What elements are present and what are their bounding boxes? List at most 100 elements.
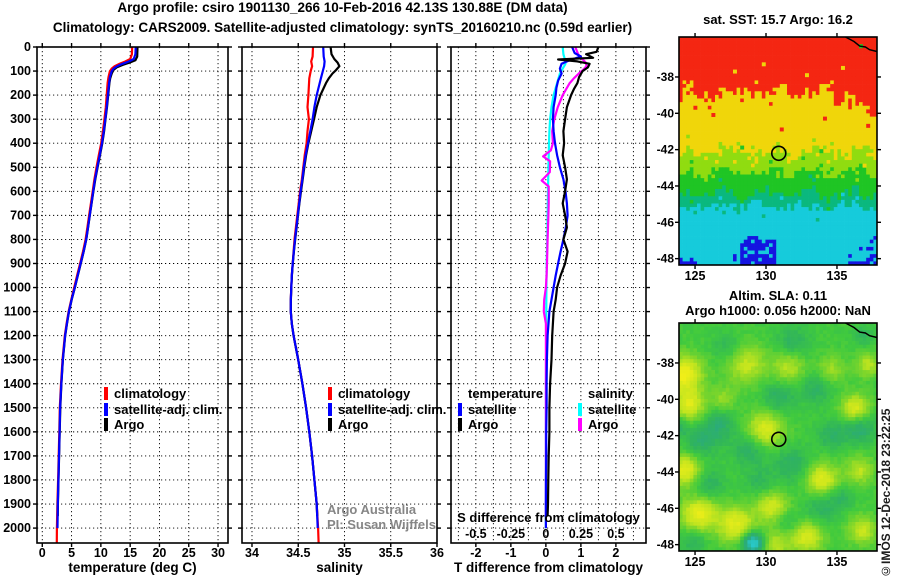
map-y-tick-label: -44 xyxy=(657,465,675,479)
depth-tick-label: 300 xyxy=(10,112,31,126)
depth-tick-label: 1400 xyxy=(3,377,31,391)
s-tick-label: -0.5 xyxy=(465,527,487,541)
depth-tick-label: 500 xyxy=(10,160,31,174)
depth-tick-label: 1100 xyxy=(4,305,31,319)
float-position-marker xyxy=(770,145,787,162)
map-x-tick-label: 135 xyxy=(827,555,848,569)
sla-map: 125 130 135 -38 -40 -42 -44 -46 -48 xyxy=(657,319,881,569)
salinity-axis-label: salinity xyxy=(316,560,363,575)
depth-tick-label: 1300 xyxy=(3,353,31,367)
x-tick-label: 1 xyxy=(577,546,584,560)
map-y-tick-label: -48 xyxy=(657,538,675,552)
sla-map-title-line2: Argo h1000: 0.056 h2000: NaN xyxy=(685,303,871,318)
depth-tick-label: 200 xyxy=(10,88,31,102)
s-tick-label: 0.5 xyxy=(607,527,624,541)
s-diff-axis-label: S difference from climatology xyxy=(457,510,640,525)
map-y-tick-label: -44 xyxy=(657,179,675,193)
legend-label: Argo xyxy=(114,417,145,433)
float-position-marker xyxy=(770,431,787,448)
tdiff-axis-label: T difference from climatology xyxy=(453,560,644,575)
legend-label: climatology xyxy=(338,386,411,402)
legend-item-climatology: climatology xyxy=(328,386,446,402)
legend-item-s-argo: Argo xyxy=(578,417,636,433)
satellite-adj-line-swatch xyxy=(104,402,108,416)
t-satellite-line-swatch xyxy=(458,402,462,416)
legend-salinity-diff: salinity satellite Argo xyxy=(578,386,636,433)
depth-tick-label: 2000 xyxy=(3,521,31,535)
program-name: Argo Australia xyxy=(327,502,417,517)
x-tick-label: 34.5 xyxy=(286,546,310,560)
legend-label: Argo xyxy=(468,417,499,433)
legend-item-climatology: climatology xyxy=(104,386,222,402)
map-y-tick-label: -46 xyxy=(657,215,675,229)
depth-tick-label: 1000 xyxy=(3,281,31,295)
x-tick-label: 35.5 xyxy=(379,546,403,560)
x-tick-label: 15 xyxy=(123,546,137,560)
map-x-tick-label: 130 xyxy=(756,269,777,283)
climatology-line-swatch xyxy=(328,387,332,401)
legend-item-s-satellite: satellite xyxy=(578,402,636,418)
map-y-tick-label: -48 xyxy=(657,252,675,266)
series-satellite-adj-clim- xyxy=(289,46,326,529)
t-argo-line-swatch xyxy=(458,418,462,432)
legend-item-satellite-adj: satellite-adj. clim. xyxy=(328,402,446,418)
argo-line-swatch xyxy=(328,418,332,432)
x-tick-label: -2 xyxy=(470,546,481,560)
depth-tick-label: 0 xyxy=(24,40,31,54)
map-y-tick-label: -42 xyxy=(657,429,675,443)
legend-item-argo: Argo xyxy=(104,417,222,433)
satellite-adj-line-swatch xyxy=(328,402,332,416)
map-x-tick-label: 125 xyxy=(685,555,706,569)
series-climatology xyxy=(55,46,134,543)
map-y-tick-label: -38 xyxy=(657,70,675,84)
figure-title-line2: Climatology: CARS2009. Satellite-adjuste… xyxy=(52,20,633,35)
s-tick-label: -0.25 xyxy=(497,527,526,541)
coastline xyxy=(845,322,878,339)
temperature-profile: 0 5 10 15 20 25 300100200300400500600700800900… xyxy=(3,40,232,560)
legend-item-t-argo: Argo xyxy=(458,417,543,433)
sst-map: 125 130 135 -38 -40 -42 -44 -46 -48 xyxy=(657,33,881,283)
legend-label: climatology xyxy=(114,386,187,402)
sst-map-title: sat. SST: 15.7 Argo: 16.2 xyxy=(703,12,853,27)
depth-tick-label: 1200 xyxy=(3,329,31,343)
legend-temperature-diff: temperature satellite Argo xyxy=(458,386,543,433)
map-y-tick-label: -38 xyxy=(657,356,675,370)
map-y-tick-label: -40 xyxy=(657,392,675,406)
legend-label: Argo xyxy=(338,417,369,433)
depth-tick-label: 600 xyxy=(10,184,31,198)
s-tick-label: 0.25 xyxy=(569,527,593,541)
depth-tick-label: 1500 xyxy=(3,401,31,415)
s-satellite-line-swatch xyxy=(578,402,582,416)
series-argo xyxy=(289,46,341,517)
x-tick-label: 36 xyxy=(430,546,444,560)
difference-panel: -2 -1 0 1 2 -0.5 -0.25 0 0.25 0.5 xyxy=(447,43,650,560)
legend-salinity-panel: climatology satellite-adj. clim. Argo xyxy=(328,386,446,433)
x-tick-label: 20 xyxy=(152,546,166,560)
pi-name: PI: Susan Wijffels xyxy=(327,517,436,532)
series-t-argo xyxy=(546,46,600,517)
map-x-tick-label: 135 xyxy=(827,269,848,283)
x-tick-label: 0 xyxy=(39,546,46,560)
series-argo xyxy=(56,46,139,517)
legend-header-temperature: temperature xyxy=(468,386,544,401)
imos-watermark: ©IMOS 12-Dec-2018 23:22:25 xyxy=(879,408,893,578)
x-tick-label: 34 xyxy=(245,546,259,560)
legend-temperature-panel: climatology satellite-adj. clim. Argo xyxy=(104,386,222,433)
temperature-axis-label: temperature (deg C) xyxy=(68,560,197,575)
legend-item-t-satellite: satellite xyxy=(458,402,543,418)
s-argo-line-swatch xyxy=(578,418,582,432)
salinity-profile: 34 34.5 35 35.5 36 xyxy=(238,43,444,560)
s-tick-label: 0 xyxy=(542,527,549,541)
map-x-tick-label: 125 xyxy=(685,269,706,283)
legend-label: satellite xyxy=(468,401,517,417)
map-y-tick-label: -42 xyxy=(657,143,675,157)
legend-label: satellite xyxy=(588,401,637,417)
depth-tick-label: 400 xyxy=(10,136,31,150)
x-tick-label: 2 xyxy=(612,546,619,560)
depth-tick-label: 800 xyxy=(10,232,31,246)
legend-label: satellite-adj. clim. xyxy=(114,401,223,417)
legend-item-argo: Argo xyxy=(328,417,446,433)
figure-title-line1: Argo profile: csiro 1901130_266 10-Feb-2… xyxy=(117,0,568,15)
x-tick-label: 10 xyxy=(94,546,108,560)
